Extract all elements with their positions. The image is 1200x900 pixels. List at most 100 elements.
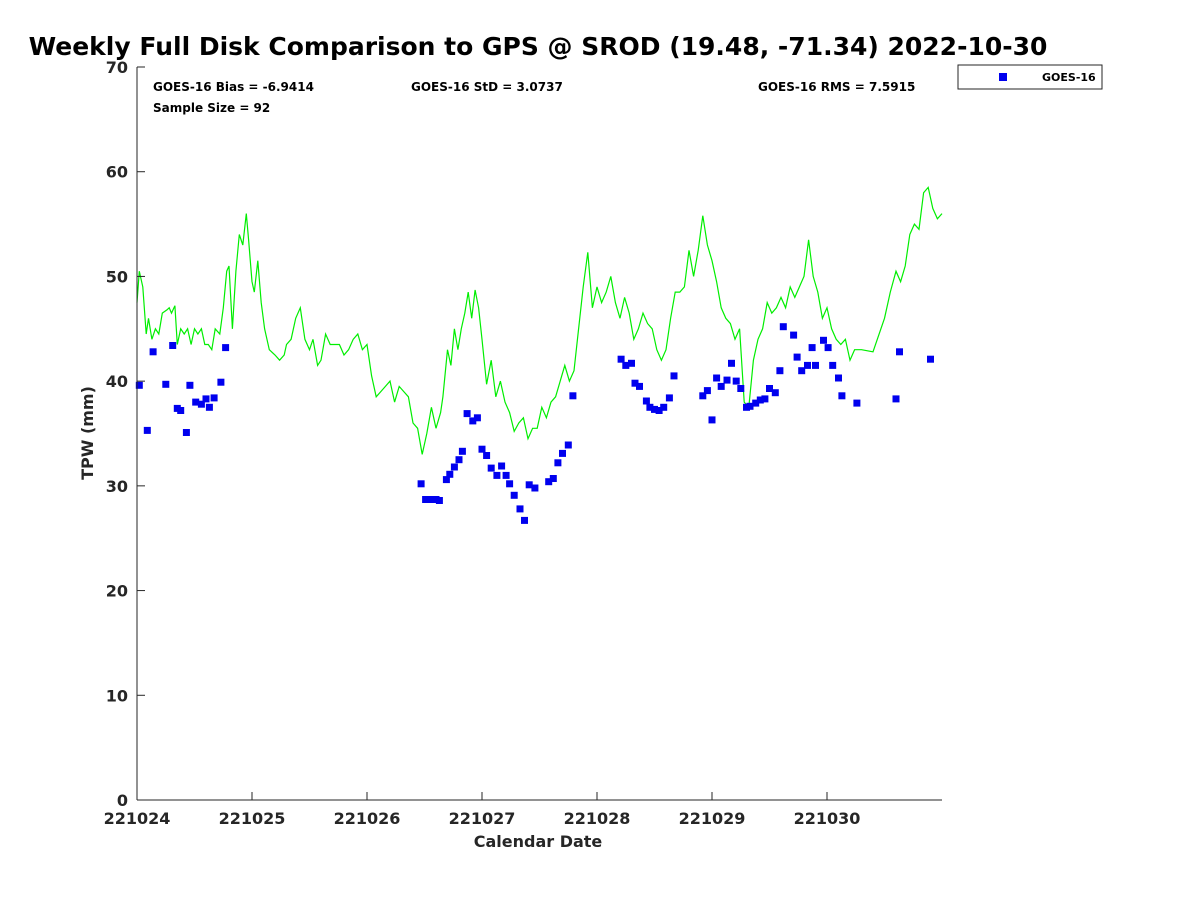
x-tick-label: 221027 (449, 809, 516, 828)
bias-stat: GOES-16 Bias = -6.9414 (153, 80, 314, 94)
goes-16-point (473, 414, 481, 422)
goes-16-point (808, 344, 816, 352)
goes-16-point (793, 353, 801, 361)
goes-16-point (169, 342, 177, 349)
goes-16-point (756, 396, 764, 404)
y-tick-label: 40 (106, 372, 128, 391)
goes-16-point (776, 367, 784, 375)
goes-16-point (642, 397, 650, 405)
goes-16-point (506, 480, 514, 488)
goes-16-point (469, 417, 477, 425)
goes-16-point (182, 429, 190, 436)
goes-16-point (622, 361, 630, 369)
goes-16-point (636, 382, 643, 390)
goes-16-point (628, 359, 635, 367)
x-axis-label: Calendar Date (474, 832, 603, 851)
goes-16-point (186, 381, 194, 389)
goes-16-point (478, 445, 486, 453)
goes-16-point (717, 382, 725, 390)
goes-16-point (427, 496, 435, 503)
goes-16-point (559, 449, 566, 457)
goes-16-point (455, 456, 463, 464)
goes-16-point (660, 403, 668, 411)
goes-16-point (417, 480, 425, 488)
goes-16-point (222, 344, 230, 352)
goes-16-point (493, 471, 501, 479)
goes-16-point (549, 475, 557, 482)
y-tick-label: 20 (106, 582, 128, 601)
goes-16-point (617, 355, 625, 363)
goes-16-point (442, 476, 450, 484)
goes-16-point (853, 399, 861, 407)
goes-16-point (779, 323, 787, 331)
goes-16-point (143, 426, 151, 434)
goes-16-point (723, 376, 731, 384)
goes-16-point (812, 361, 819, 369)
goes-16-point (699, 392, 707, 400)
goes-16-point (149, 348, 157, 356)
goes-16-point (798, 367, 806, 375)
goes-16-point (531, 484, 539, 492)
goes-16-point (205, 403, 213, 411)
chart-title: Weekly Full Disk Comparison to GPS @ SRO… (29, 32, 1048, 61)
goes-16-point (829, 361, 837, 369)
goes-16-point (510, 491, 518, 499)
axes: 0 10 20 30 40 50 60 70 221024 221025 221026 221027 2… (104, 58, 942, 828)
goes-16-point (896, 348, 903, 356)
goes-16-point (804, 361, 811, 369)
goes-16-point (516, 505, 524, 513)
sample-size-stat: Sample Size = 92 (153, 101, 270, 115)
goes-16-point (177, 407, 185, 414)
goes-16-point (197, 400, 205, 408)
goes-16-point (646, 403, 654, 411)
gps-line (136, 186, 943, 455)
goes-16-point (737, 385, 745, 392)
goes-16-point (135, 381, 143, 389)
x-tick-label: 221030 (794, 809, 861, 828)
std-stat: GOES-16 StD = 3.0737 (411, 80, 563, 94)
x-tick-label: 221024 (104, 809, 171, 828)
goes-16-point (703, 387, 711, 395)
goes-16-point (824, 344, 832, 352)
goes-16-point (202, 395, 210, 403)
goes-16-point (820, 336, 827, 344)
legend: GOES-16 (957, 64, 1103, 90)
goes-16-point (162, 380, 170, 388)
goes-16-point (631, 379, 639, 387)
legend-box (957, 64, 1103, 90)
goes-16-point (435, 497, 443, 504)
goes-16-point (498, 462, 506, 470)
goes-16-point (569, 392, 577, 400)
goes-16-point (892, 395, 900, 403)
goes-16-point (655, 407, 663, 414)
goes-16-point (761, 395, 769, 403)
goes-16-point (651, 405, 658, 413)
y-tick-label: 0 (117, 791, 128, 810)
goes-16-point (790, 331, 798, 339)
goes-16-point (458, 447, 466, 455)
y-tick-label: 60 (106, 163, 128, 182)
goes-16-point (545, 478, 553, 486)
goes-16-point (450, 463, 458, 471)
goes-16-point (446, 470, 454, 478)
goes-16-point (670, 372, 678, 380)
y-tick-label: 70 (106, 58, 128, 77)
rms-stat: GOES-16 RMS = 7.5915 (758, 80, 915, 94)
goes-16-series (135, 323, 934, 524)
goes-16-point (210, 394, 218, 402)
goes-16-point (525, 481, 533, 489)
goes-16-point (483, 452, 491, 459)
goes-16-point (766, 385, 773, 392)
legend-marker-goes-16 (999, 73, 1007, 81)
goes-16-point (422, 496, 430, 503)
goes-16-point (521, 516, 528, 524)
goes-16-point (838, 392, 846, 400)
goes-16-point (564, 441, 572, 449)
goes-16-point (728, 359, 735, 367)
x-tick-label: 221026 (334, 809, 401, 828)
goes-16-point (487, 464, 495, 472)
goes-16-point (713, 374, 721, 382)
y-axis-label: TPW (mm) (78, 386, 97, 480)
x-tick-label: 221028 (564, 809, 631, 828)
